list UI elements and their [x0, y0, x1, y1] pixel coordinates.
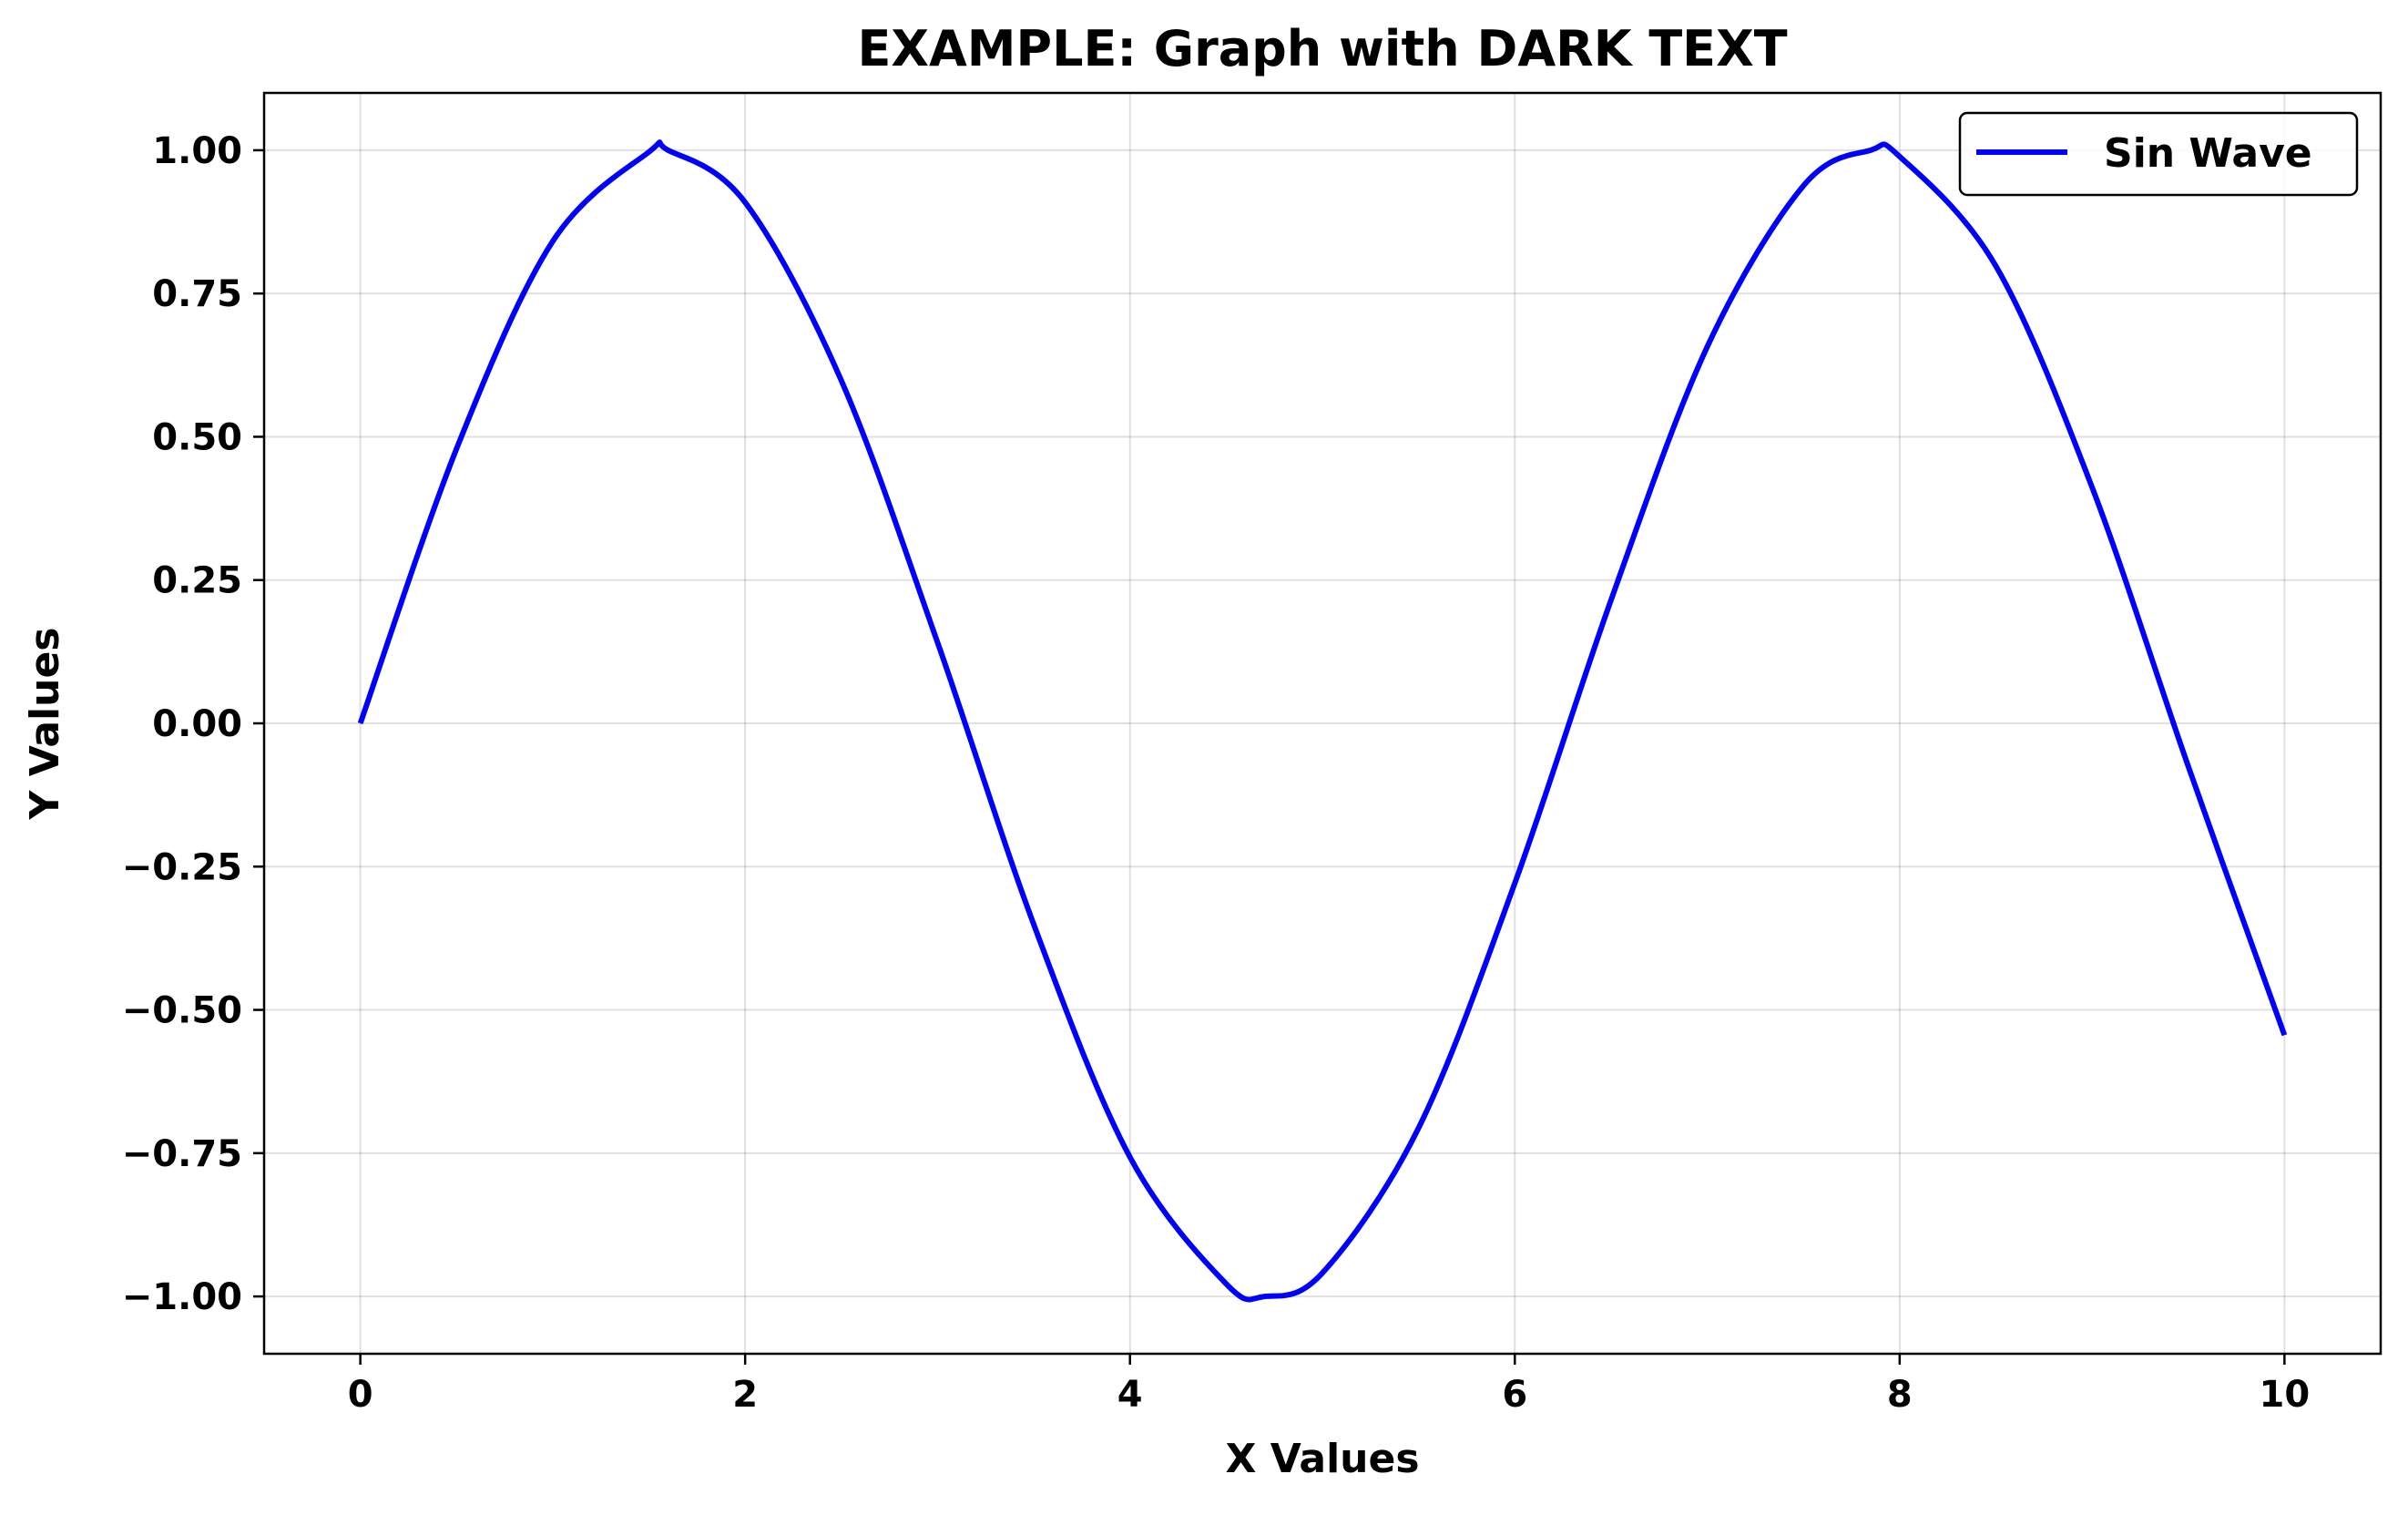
y-tick-label: −1.00 [122, 1276, 242, 1318]
x-tick-label: 4 [1117, 1374, 1143, 1416]
chart-title: EXAMPLE: Graph with DARK TEXT [857, 20, 1787, 77]
y-tick-label: −0.75 [122, 1133, 242, 1175]
x-tick-label: 10 [2260, 1374, 2311, 1416]
y-tick-label: 0.50 [152, 416, 242, 458]
legend-label-sin-wave: Sin Wave [2104, 130, 2312, 177]
y-tick-label: −0.50 [122, 990, 242, 1032]
y-axis-ticks: 1.00 0.75 0.50 0.25 0.00 −0.25 −0.50 −0.75 −1.00 [122, 130, 264, 1318]
x-tick-label: 6 [1502, 1374, 1527, 1416]
x-tick-label: 8 [1887, 1374, 1913, 1416]
x-tick-label: 2 [732, 1374, 758, 1416]
x-axis-ticks: 0 2 4 6 8 10 [348, 1354, 2310, 1416]
y-tick-label: 1.00 [152, 130, 242, 172]
y-tick-label: 0.00 [152, 703, 242, 745]
y-axis-label: Y Values [22, 628, 68, 821]
y-tick-label: 0.75 [152, 273, 242, 315]
legend: Sin Wave [1958, 111, 2359, 197]
grid-lines [264, 93, 2381, 1354]
series-line-sin-wave [357, 139, 2288, 1303]
y-tick-label: −0.25 [122, 846, 242, 888]
y-tick-label: 0.25 [152, 560, 242, 602]
x-axis-label: X Values [1225, 1436, 1419, 1482]
legend-box [1958, 111, 2359, 197]
x-tick-label: 0 [348, 1374, 373, 1416]
series-layer [357, 139, 2288, 1303]
